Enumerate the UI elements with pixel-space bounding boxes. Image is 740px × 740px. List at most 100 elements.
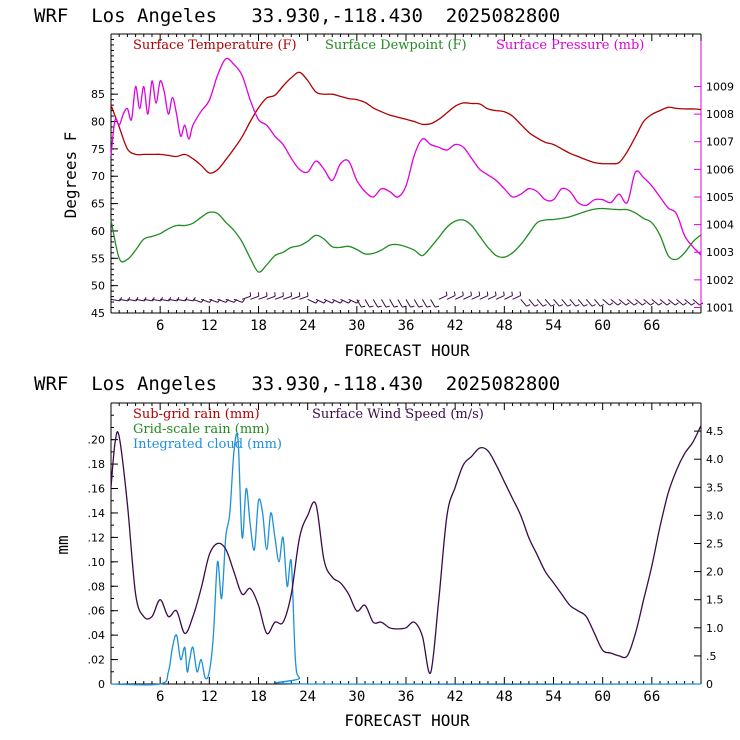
x-tick-label: 24 [299, 689, 316, 705]
wind-barb [569, 299, 577, 307]
y2-tick-label: 1.5 [706, 594, 724, 607]
chart2-legend: Sub-grid rain (mm) Surface Wind Speed (m… [133, 407, 484, 452]
wind-barb [340, 298, 349, 304]
wind-barb [160, 298, 170, 302]
wind-barb [151, 298, 161, 302]
y-tick-label: .04 [88, 629, 106, 642]
wind-barb-flag [609, 302, 614, 306]
x-tick-label: 48 [496, 318, 513, 334]
chart1-ylabel: Degrees F [61, 132, 80, 219]
y2-tick-label: 1003 [706, 246, 734, 259]
legend-cloud: Integrated cloud (mm) [133, 437, 282, 452]
wind-barb-flag [184, 297, 188, 302]
legend-dewpoint: Surface Dewpoint (F) [325, 38, 467, 53]
wind-barb [143, 298, 153, 302]
y-tick-label: 80 [91, 116, 105, 129]
y-tick-label: .12 [88, 531, 106, 544]
wind-barb [643, 298, 651, 306]
wind-barb-flag [241, 298, 246, 303]
wind-barb [479, 295, 489, 300]
wind-barb [676, 298, 684, 306]
wind-barb-flag [127, 297, 131, 302]
y-tick-label: .06 [88, 605, 106, 618]
wind-barb-flag [542, 304, 547, 307]
wind-barb [266, 295, 276, 300]
wind-barb-flag [503, 291, 505, 296]
wind-barb [356, 299, 362, 308]
y2-tick-label: 4.5 [706, 425, 724, 438]
wind-barb-flag [160, 297, 163, 302]
wind-barb-flag [418, 305, 423, 308]
legend-pressure: Surface Pressure (mb) [496, 38, 644, 53]
chart2-title: WRF Los Angeles 33.930,-118.430 20250828… [34, 373, 560, 395]
wind-barb-flag [393, 305, 399, 308]
wind-barb [561, 299, 568, 307]
wind-barb [684, 298, 692, 306]
x-tick-label: 36 [398, 318, 415, 334]
wind-barb-flag [478, 291, 481, 296]
wind-barb-flag [486, 291, 489, 296]
chart2-axes: 6 12 18 24 30 36 42 48 54 60 66 0 .02 .04 .06 .08 .10 .12… [88, 402, 724, 705]
x-tick-label: 66 [643, 689, 660, 705]
wind-barb-flag [385, 305, 390, 308]
wind-barb-flag [650, 302, 655, 306]
y2-tick-label: 1001 [706, 301, 734, 314]
x-tick-label: 30 [348, 318, 365, 334]
y-tick-label: 60 [91, 225, 105, 238]
wind-barb [610, 298, 619, 306]
wind-barb [454, 295, 464, 300]
chart1-xlabel: FORECAST HOUR [344, 341, 470, 360]
wind-barb-flag [369, 305, 374, 308]
wind-barb [315, 298, 325, 304]
wind-barb [413, 299, 420, 308]
y2-tick-label: 1005 [706, 191, 734, 204]
chart1-legend: Surface Temperature (F) Surface Dewpoint… [133, 38, 644, 53]
wind-barb-flag [410, 305, 415, 308]
wind-barb [168, 298, 178, 302]
wind-barb-flag [511, 291, 513, 296]
wind-barb-flag [583, 304, 588, 307]
wind-barb [487, 295, 497, 300]
wind-barb-flag [691, 302, 696, 306]
wind-barb [512, 295, 521, 300]
wind-barb-flag [453, 291, 456, 296]
wind-barb-flag [526, 304, 531, 307]
wind-barb-flag [600, 304, 605, 307]
wind-barb [553, 299, 560, 307]
legend-wind-speed: Surface Wind Speed (m/s) [312, 407, 484, 422]
wind-barb [471, 295, 480, 300]
x-tick-label: 42 [447, 318, 464, 334]
wind-barbs-row [110, 291, 704, 308]
series-line-1 [110, 207, 702, 273]
wind-barb [217, 298, 227, 303]
y-tick-label: 75 [91, 143, 105, 156]
y2-tick-label: 4.0 [706, 453, 724, 466]
wind-barb-flag [152, 297, 155, 302]
wind-barb [651, 298, 660, 306]
legend-temperature: Surface Temperature (F) [133, 38, 297, 53]
wind-barb-flag [550, 304, 555, 307]
wind-barb-flag [617, 302, 622, 306]
wind-barb-flag [168, 297, 172, 302]
wind-barb [274, 295, 284, 300]
wind-barb [544, 299, 552, 307]
wind-barb [438, 295, 448, 300]
x-tick-label: 12 [201, 318, 218, 334]
wind-barb [504, 295, 513, 300]
wind-barb-flag [642, 302, 646, 306]
wind-barb [127, 298, 137, 302]
wind-barb [635, 298, 643, 306]
wind-barb [200, 298, 210, 303]
x-tick-label: 48 [496, 689, 513, 705]
wind-barb [372, 299, 379, 308]
y-tick-label: 0 [98, 678, 105, 691]
wind-barb [233, 298, 243, 303]
wind-barb-flag [575, 304, 580, 307]
wind-barb-flag [591, 304, 596, 307]
wind-barb-flag [674, 302, 679, 306]
wind-barb [667, 298, 676, 306]
wind-barb [430, 299, 436, 308]
wind-barb [520, 299, 527, 307]
wind-barb [594, 299, 601, 307]
y2-tick-label: .5 [706, 650, 717, 663]
